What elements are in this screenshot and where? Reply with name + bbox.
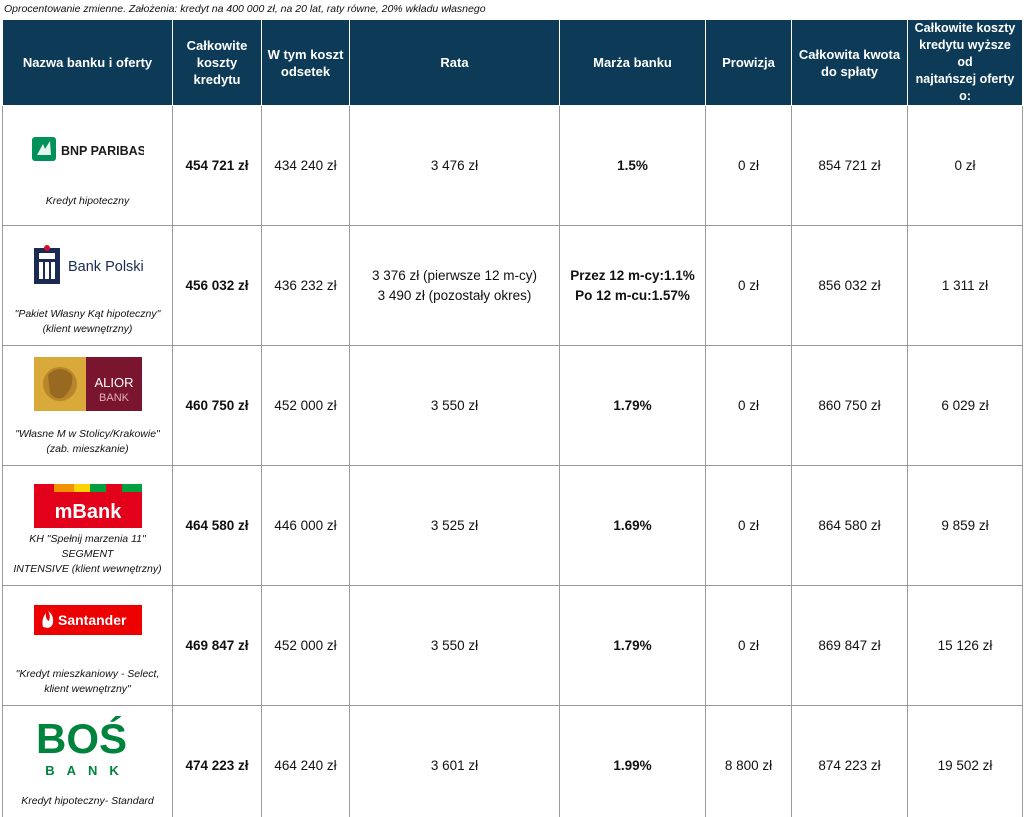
installment: 3 476 zł xyxy=(349,105,560,226)
interest-cost: 434 240 zł xyxy=(261,105,350,226)
header-total-repay: Całkowita kwota do spłaty xyxy=(791,19,908,106)
total-repay: 856 032 zł xyxy=(791,225,908,346)
total-cost: 456 032 zł xyxy=(172,225,262,346)
header-rate: Rata xyxy=(349,19,560,106)
bank-margin: 1.69% xyxy=(559,465,706,586)
total-cost: 474 223 zł xyxy=(172,705,262,817)
fee: 8 800 zł xyxy=(705,705,792,817)
svg-text:Bank Polski: Bank Polski xyxy=(68,259,144,275)
santander-logo: Santander xyxy=(3,600,172,640)
cost-difference: 1 311 zł xyxy=(907,225,1023,346)
mbank-logo: mBank xyxy=(3,476,172,536)
bank-cell: BOŚ BANK Kredyt hipoteczny- Standard xyxy=(2,705,173,817)
fee: 0 zł xyxy=(705,585,792,706)
pko-bank-polski-logo: Bank Polski xyxy=(3,236,172,296)
bank-margin: Przez 12 m-cy:1.1% Po 12 m-cu:1.57% xyxy=(559,225,706,346)
table-row: BOŚ BANK Kredyt hipoteczny- Standard 474… xyxy=(2,705,1023,817)
installment: 3 550 zł xyxy=(349,345,560,466)
installment: 3 525 zł xyxy=(349,465,560,586)
interest-cost: 436 232 zł xyxy=(261,225,350,346)
header-margin: Marża banku xyxy=(559,19,706,106)
assumptions-caption: Oprocentowanie zmienne. Założenia: kredy… xyxy=(4,3,486,15)
fee: 0 zł xyxy=(705,105,792,226)
total-cost: 469 847 zł xyxy=(172,585,262,706)
offer-name: "Własne M w Stolicy/Krakowie" (zab. mies… xyxy=(15,428,160,455)
total-cost: 464 580 zł xyxy=(172,465,262,586)
svg-text:BNP PARIBAS: BNP PARIBAS xyxy=(61,144,144,158)
total-cost: 454 721 zł xyxy=(172,105,262,226)
total-cost: 460 750 zł xyxy=(172,345,262,466)
cost-difference: 6 029 zł xyxy=(907,345,1023,466)
installment: 3 550 zł xyxy=(349,585,560,706)
bank-margin: 1.79% xyxy=(559,585,706,706)
svg-text:ALIOR: ALIOR xyxy=(94,375,133,390)
interest-cost: 452 000 zł xyxy=(261,585,350,706)
svg-text:mBank: mBank xyxy=(54,501,122,523)
bos-bank-logo: BOŚ BANK xyxy=(3,712,172,782)
svg-text:Santander: Santander xyxy=(58,612,127,628)
table-row: Santander "Kredyt mieszkaniowy - Select,… xyxy=(2,585,1023,706)
bnp-paribas-logo: BNP PARIBAS xyxy=(3,120,172,180)
bank-cell: mBank KH "Spełnij marzenia 11" SEGMENT I… xyxy=(2,465,173,586)
installment: 3 601 zł xyxy=(349,705,560,817)
svg-text:BANK: BANK xyxy=(99,392,130,404)
bank-margin: 1.5% xyxy=(559,105,706,226)
fee: 0 zł xyxy=(705,225,792,346)
header-fee: Prowizja xyxy=(705,19,792,106)
bank-cell: BNP PARIBAS Kredyt hipoteczny xyxy=(2,105,173,226)
header-interest: W tym koszt odsetek xyxy=(261,19,350,106)
bank-cell: Bank Polski "Pakiet Własny Kąt hipoteczn… xyxy=(2,225,173,346)
interest-cost: 452 000 zł xyxy=(261,345,350,466)
total-repay: 869 847 zł xyxy=(791,585,908,706)
offer-name: "Pakiet Własny Kąt hipoteczny" (klient w… xyxy=(14,308,161,335)
cost-difference: 15 126 zł xyxy=(907,585,1023,706)
interest-cost: 446 000 zł xyxy=(261,465,350,586)
fee: 0 zł xyxy=(705,345,792,466)
total-repay: 874 223 zł xyxy=(791,705,908,817)
installment: 3 376 zł (pierwsze 12 m-cy) 3 490 zł (po… xyxy=(349,225,560,346)
alior-bank-logo: ALIOR BANK xyxy=(3,354,172,414)
header-bank: Nazwa banku i oferty xyxy=(2,19,173,106)
cost-difference: 9 859 zł xyxy=(907,465,1023,586)
table-row: mBank KH "Spełnij marzenia 11" SEGMENT I… xyxy=(2,465,1023,586)
table-row: ALIOR BANK "Własne M w Stolicy/Krakowie"… xyxy=(2,345,1023,466)
header-difference: Całkowite koszty kredytu wyższe od najta… xyxy=(907,19,1023,106)
offer-name: "Kredyt mieszkaniowy - Select, klient we… xyxy=(15,668,160,695)
header-row: Nazwa banku i oferty Całkowite koszty kr… xyxy=(2,19,1023,106)
header-total-cost: Całkowite koszty kredytu xyxy=(172,19,262,106)
cost-difference: 0 zł xyxy=(907,105,1023,226)
total-repay: 864 580 zł xyxy=(791,465,908,586)
svg-text:BOŚ: BOŚ xyxy=(36,714,127,762)
fee: 0 zł xyxy=(705,465,792,586)
table-row: Bank Polski "Pakiet Własny Kąt hipoteczn… xyxy=(2,225,1023,346)
table-row: BNP PARIBAS Kredyt hipoteczny 454 721 zł… xyxy=(2,105,1023,226)
interest-cost: 464 240 zł xyxy=(261,705,350,817)
total-repay: 860 750 zł xyxy=(791,345,908,466)
bank-margin: 1.99% xyxy=(559,705,706,817)
mortgage-comparison-table: Nazwa banku i oferty Całkowite koszty kr… xyxy=(2,19,1023,817)
bank-margin: 1.79% xyxy=(559,345,706,466)
bank-cell: Santander "Kredyt mieszkaniowy - Select,… xyxy=(2,585,173,706)
offer-name: Kredyt hipoteczny xyxy=(45,195,130,207)
cost-difference: 19 502 zł xyxy=(907,705,1023,817)
offer-name: Kredyt hipoteczny- Standard xyxy=(21,795,154,807)
offer-name: KH "Spełnij marzenia 11" SEGMENT INTENSI… xyxy=(13,533,162,575)
total-repay: 854 721 zł xyxy=(791,105,908,226)
bank-cell: ALIOR BANK "Własne M w Stolicy/Krakowie"… xyxy=(2,345,173,466)
svg-text:BANK: BANK xyxy=(45,763,131,778)
